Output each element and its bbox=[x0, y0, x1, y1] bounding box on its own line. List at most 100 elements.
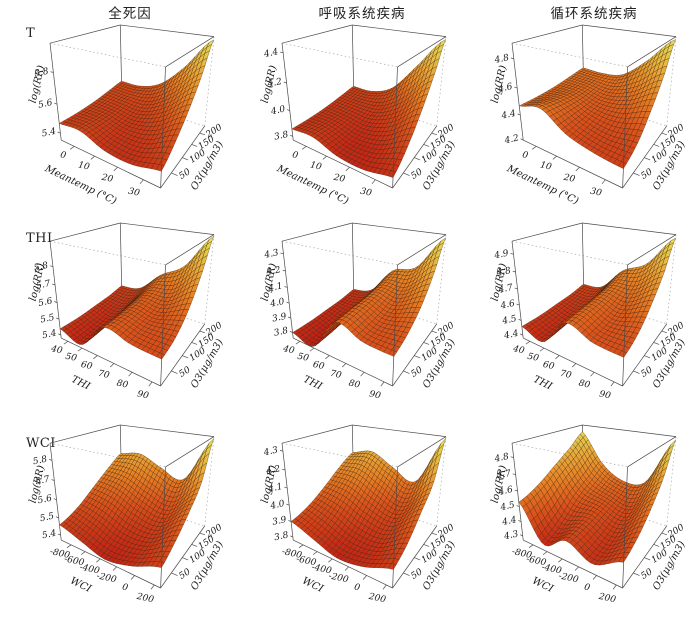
svg-text:80: 80 bbox=[116, 379, 130, 391]
svg-text:40: 40 bbox=[281, 344, 296, 356]
svg-text:4.4: 4.4 bbox=[262, 47, 279, 60]
svg-text:5.7: 5.7 bbox=[35, 279, 51, 292]
svg-text:3.8: 3.8 bbox=[273, 326, 289, 339]
svg-text:4.9: 4.9 bbox=[493, 249, 510, 262]
svg-text:20: 20 bbox=[332, 173, 347, 185]
svg-text:10: 10 bbox=[77, 160, 91, 172]
svg-text:4.5: 4.5 bbox=[501, 314, 518, 327]
svg-text:-400: -400 bbox=[311, 563, 333, 577]
svg-text:4.2: 4.2 bbox=[265, 265, 282, 278]
svg-text:0: 0 bbox=[521, 150, 529, 161]
svg-text:log(RR): log(RR) bbox=[28, 64, 47, 104]
svg-text:90: 90 bbox=[598, 389, 612, 401]
svg-text:4.1: 4.1 bbox=[266, 482, 283, 495]
svg-text:50: 50 bbox=[296, 352, 310, 364]
svg-text:3.8: 3.8 bbox=[273, 130, 289, 143]
surface-plot: 4.34.44.54.64.74.8-800-600-400-200020050… bbox=[490, 424, 688, 605]
panel-wci-respiratory: 3.8 3.9 4.0 4.1 4.2 4.3 -800 -600 -400 -200 0 200 50… bbox=[248, 420, 473, 622]
svg-text:-200: -200 bbox=[95, 571, 117, 585]
svg-text:5.5: 5.5 bbox=[39, 313, 55, 326]
svg-text:4.6: 4.6 bbox=[499, 299, 516, 312]
panel-thi-circulatory: 4.4 4.5 4.6 4.7 4.8 4.9 40 50 60 70 80 90 50 100 150 20… bbox=[478, 218, 700, 420]
svg-text:THI: THI bbox=[301, 374, 324, 393]
column-header-circulatory: 循环系统疾病 bbox=[550, 6, 638, 22]
svg-text:4.3: 4.3 bbox=[263, 248, 280, 261]
svg-text:50: 50 bbox=[409, 365, 424, 380]
svg-text:4.0: 4.0 bbox=[269, 499, 286, 512]
panel-t-respiratory: 3.8 4.0 4.2 4.4 0 10 20 30 50 100 150 200 Meantemp (… bbox=[248, 20, 473, 222]
svg-text:50: 50 bbox=[409, 167, 424, 182]
svg-text:3.9: 3.9 bbox=[271, 312, 287, 325]
svg-text:THI: THI bbox=[69, 374, 92, 393]
panel-wci-circulatory: 4.3 4.4 4.5 4.6 4.7 4.8 -800 -600 -400 -200 0 200 50… bbox=[478, 420, 700, 622]
svg-text:3.9: 3.9 bbox=[271, 515, 287, 528]
svg-text:4.0: 4.0 bbox=[268, 297, 285, 310]
svg-text:4.3: 4.3 bbox=[262, 445, 279, 458]
svg-text:50: 50 bbox=[639, 365, 654, 380]
svg-text:40: 40 bbox=[49, 344, 64, 356]
svg-text:50: 50 bbox=[409, 567, 424, 582]
svg-text:5.4: 5.4 bbox=[41, 127, 57, 140]
svg-text:60: 60 bbox=[312, 360, 326, 372]
svg-text:30: 30 bbox=[127, 187, 141, 199]
svg-text:5.6: 5.6 bbox=[37, 98, 53, 111]
svg-text:20: 20 bbox=[562, 173, 577, 185]
svg-text:4.1: 4.1 bbox=[267, 281, 284, 294]
svg-text:5.8: 5.8 bbox=[33, 261, 49, 274]
svg-text:30: 30 bbox=[589, 187, 603, 199]
surface-plot: 5.45.55.65.75.8-800-600-400-200020050100… bbox=[28, 424, 226, 605]
surface-plot: 3.83.94.04.14.24.34050607080905010015020… bbox=[260, 222, 458, 402]
svg-text:200: 200 bbox=[367, 592, 387, 606]
svg-text:0: 0 bbox=[59, 150, 67, 161]
svg-text:-800: -800 bbox=[281, 547, 303, 561]
svg-text:40: 40 bbox=[511, 344, 526, 356]
svg-text:30: 30 bbox=[359, 187, 373, 199]
column-header-respiratory: 呼吸系统疾病 bbox=[318, 6, 406, 22]
row-label-wci: WCI bbox=[26, 436, 56, 451]
panel-t-circulatory: 4.2 4.4 4.6 4.8 0 10 20 30 50 100 150 200 Meantemp (… bbox=[478, 20, 700, 222]
svg-text:90: 90 bbox=[136, 389, 150, 401]
svg-text:5.6: 5.6 bbox=[37, 494, 53, 507]
svg-text:50: 50 bbox=[177, 167, 192, 182]
svg-text:4.4: 4.4 bbox=[500, 109, 517, 122]
panel-thi-respiratory: 3.8 3.9 4.0 4.1 4.2 4.3 40 50 60 70 80 90 50 100 150 20… bbox=[248, 218, 473, 420]
svg-text:60: 60 bbox=[80, 360, 94, 372]
svg-text:4.8: 4.8 bbox=[493, 53, 510, 66]
svg-text:4.2: 4.2 bbox=[264, 464, 281, 477]
row-label-thi: THI bbox=[26, 231, 53, 246]
svg-text:4.6: 4.6 bbox=[496, 82, 513, 95]
panel-wci-all-cause: 5.4 5.5 5.6 5.7 5.8 -800 -600 -400 -200 0 200 50 100… bbox=[16, 420, 241, 622]
svg-text:20: 20 bbox=[100, 173, 115, 185]
svg-text:80: 80 bbox=[578, 379, 592, 391]
svg-text:10: 10 bbox=[539, 160, 553, 172]
svg-text:4.0: 4.0 bbox=[269, 104, 286, 117]
svg-text:-600: -600 bbox=[63, 554, 85, 568]
svg-text:5.8: 5.8 bbox=[32, 455, 48, 468]
svg-text:3.8: 3.8 bbox=[273, 530, 289, 543]
svg-text:5.8: 5.8 bbox=[34, 67, 50, 80]
svg-text:4.2: 4.2 bbox=[503, 133, 520, 146]
svg-text:4.8: 4.8 bbox=[495, 266, 512, 279]
svg-text:5.7: 5.7 bbox=[35, 475, 51, 488]
svg-text:5.6: 5.6 bbox=[37, 296, 53, 309]
svg-text:THI: THI bbox=[531, 374, 554, 393]
svg-text:50: 50 bbox=[177, 365, 192, 380]
svg-text:WCI: WCI bbox=[300, 576, 325, 596]
svg-text:-600: -600 bbox=[295, 554, 317, 568]
svg-text:5.5: 5.5 bbox=[39, 511, 55, 524]
panel-t-all-cause: 5.4 5.6 5.8 0 10 20 30 50 100 150 200 Meantemp (°C)… bbox=[16, 20, 241, 222]
svg-text:50: 50 bbox=[64, 352, 78, 364]
svg-text:10: 10 bbox=[309, 160, 323, 172]
svg-text:70: 70 bbox=[97, 369, 111, 381]
svg-text:90: 90 bbox=[368, 389, 382, 401]
svg-text:log(RR): log(RR) bbox=[490, 262, 509, 302]
surface-plot: 5.45.55.65.75.840506070809050100150200TH… bbox=[28, 222, 226, 402]
svg-text:5.4: 5.4 bbox=[41, 529, 57, 542]
svg-text:80: 80 bbox=[348, 379, 362, 391]
svg-text:50: 50 bbox=[639, 167, 654, 182]
column-header-all-cause: 全死因 bbox=[108, 6, 152, 22]
svg-text:-400: -400 bbox=[79, 563, 101, 577]
